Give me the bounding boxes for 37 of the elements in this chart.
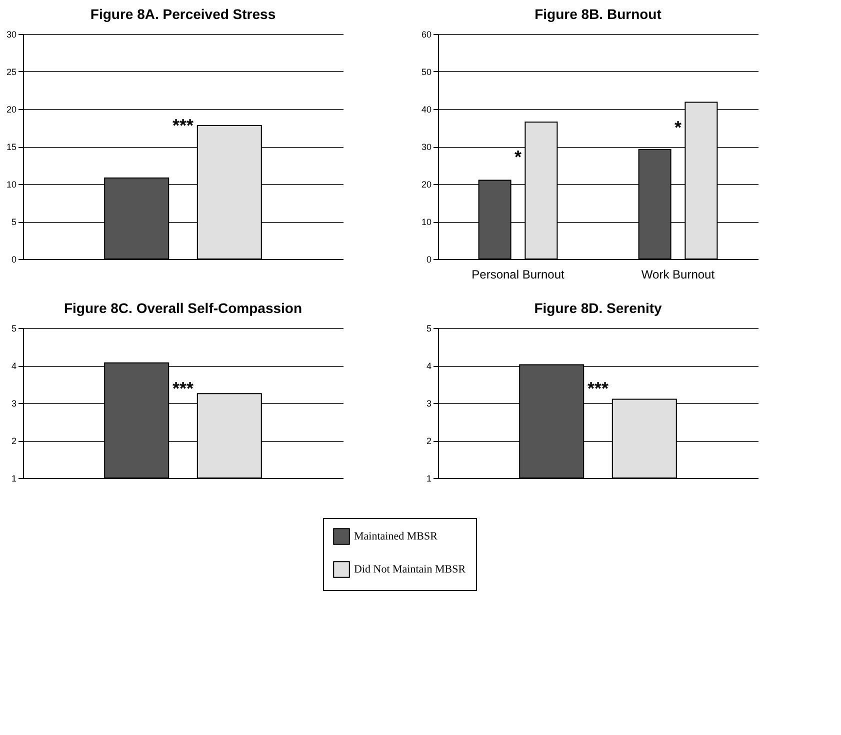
y-tick-label: 1 (426, 474, 432, 484)
y-tick-label: 4 (11, 361, 16, 371)
y-tick-label: 10 (421, 217, 432, 227)
annotation: *** (172, 115, 194, 136)
chart-title: Figure 8A. Perceived Stress (90, 6, 276, 22)
y-tick-label: 0 (426, 254, 432, 264)
y-tick-label: 5 (11, 217, 16, 227)
y-tick-label: 20 (6, 104, 16, 114)
y-tick-label: 0 (11, 254, 16, 264)
x-tick-label: Work Burnout (641, 268, 716, 282)
chart-title: Figure 8D. Serenity (534, 300, 662, 316)
chart-title: Figure 8C. Overall Self-Compassion (64, 300, 302, 316)
y-tick-label: 60 (421, 30, 432, 40)
y-tick-label: 4 (426, 361, 432, 371)
y-tick-label: 3 (426, 398, 432, 408)
y-tick-label: 25 (6, 67, 16, 77)
y-tick-label: 15 (6, 142, 16, 152)
y-tick-label: 2 (426, 436, 432, 446)
legend-label: Maintained MBSR (354, 530, 438, 542)
y-tick-label: 20 (421, 180, 432, 190)
chart-title: Figure 8B. Burnout (534, 6, 662, 22)
y-tick-label: 40 (421, 104, 432, 114)
y-tick-label: 5 (426, 324, 432, 334)
x-tick-label: Personal Burnout (472, 268, 566, 282)
annotation: *** (172, 378, 194, 398)
y-tick-label: 5 (11, 324, 16, 334)
y-tick-label: 3 (11, 398, 16, 408)
y-tick-label: 30 (421, 142, 432, 152)
y-tick-label: 1 (11, 474, 16, 484)
y-tick-label: 10 (6, 180, 16, 190)
y-tick-label: 50 (421, 67, 432, 77)
annotation: * (514, 146, 522, 167)
y-tick-label: 30 (6, 30, 16, 40)
annotation: * (674, 118, 682, 138)
annotation: *** (587, 378, 609, 398)
y-tick-label: 2 (11, 436, 16, 446)
legend-label: Did Not Maintain MBSR (354, 564, 466, 576)
